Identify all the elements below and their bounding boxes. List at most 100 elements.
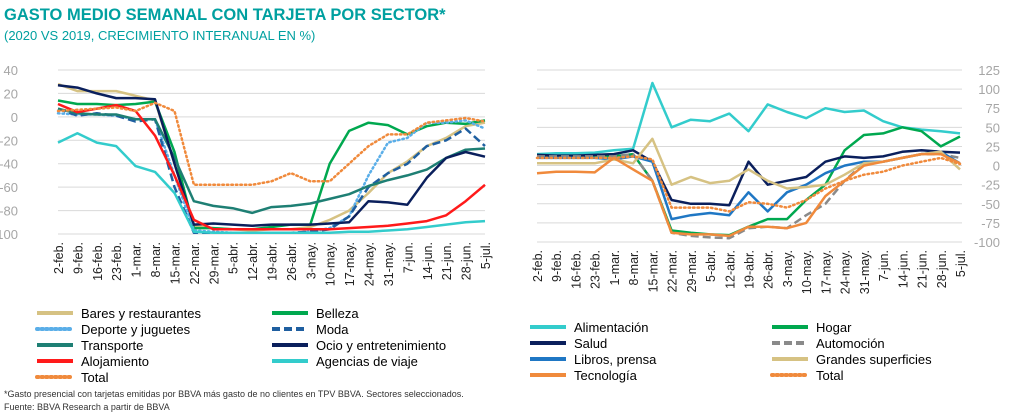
legend-item: Transporte	[35, 337, 143, 353]
series-line-alimentaci-n	[536, 81, 961, 156]
legend-item: Agencias de viaje	[270, 353, 418, 369]
legend-swatch	[272, 343, 308, 347]
x-tick-label: 15-mar.	[646, 250, 660, 292]
legend-item: Automoción	[770, 335, 885, 351]
x-tick-label: 14-jun.	[896, 250, 910, 288]
y-tick-label: 0	[11, 110, 18, 125]
footnote: *Gasto presencial con tarjetas emitidas …	[4, 389, 464, 399]
chart-subtitle: (2020 VS 2019, CRECIMIENTO INTERANUAL EN…	[4, 28, 316, 43]
y-tick-label: -20	[0, 133, 18, 148]
y-tick-label: -75	[981, 216, 1000, 231]
x-tick-label: 17-may.	[819, 250, 833, 294]
legend-swatch	[530, 325, 566, 329]
legend-label: Ocio y entretenimiento	[316, 337, 447, 353]
y-tick-label: -80	[0, 204, 18, 219]
series-line-salud	[536, 149, 961, 207]
legend-swatch	[772, 341, 808, 345]
series-line-deporte-y-juguetes	[56, 112, 487, 235]
y-tick-label: 125	[978, 63, 1000, 78]
legend-label: Bares y restaurantes	[81, 305, 201, 321]
x-tick-label: 16-feb.	[91, 242, 105, 281]
x-tick-label: 3-may.	[304, 242, 318, 279]
x-tick-label: 9-feb.	[550, 250, 564, 282]
x-tick-label: 8-mar.	[627, 250, 641, 285]
legend-swatch	[35, 375, 75, 379]
x-tick-label: 12-abr.	[246, 242, 260, 281]
x-tick-label: 19-abr.	[743, 250, 757, 289]
legend-label: Alimentación	[574, 319, 649, 335]
legend-label: Automoción	[816, 335, 885, 351]
series-line-agencias-de-viaje	[57, 132, 486, 235]
x-tick-label: 9-feb.	[71, 242, 85, 274]
x-tick-label: 10-may.	[324, 242, 338, 286]
legend-swatch	[35, 327, 75, 331]
legend-swatch	[530, 341, 566, 345]
legend-swatch	[770, 373, 810, 377]
series-line-hogar	[537, 126, 961, 237]
series-line-belleza	[57, 99, 486, 231]
x-tick-label: 8-mar.	[149, 242, 163, 277]
x-tick-label: 1-mar.	[130, 242, 144, 277]
x-tick-label: 5-jul.	[954, 250, 968, 277]
x-tick-label: 16-feb.	[569, 250, 583, 289]
legend-label: Salud	[574, 335, 608, 351]
y-tick-label: 0	[993, 159, 1000, 174]
legend-label: Libros, prensa	[574, 351, 657, 367]
legend-item: Total	[35, 369, 108, 385]
legend-item: Grandes superficies	[770, 351, 932, 367]
x-tick-label: 21-jun.	[916, 250, 930, 288]
series-line-tecnolog-a	[536, 152, 961, 238]
x-tick-label: 26-abr.	[285, 242, 299, 281]
x-tick-label: 24-may.	[839, 250, 853, 294]
x-tick-label: 1-mar.	[608, 250, 622, 285]
x-tick-label: 28-jun.	[935, 250, 949, 288]
legend-swatch	[530, 357, 566, 361]
y-tick-label: -50	[981, 197, 1000, 212]
x-tick-label: 23-feb.	[110, 242, 124, 281]
x-tick-label: 7-jun.	[401, 242, 415, 273]
y-tick-label: -40	[0, 157, 18, 172]
x-tick-label: 10-may.	[800, 250, 814, 294]
legend-item: Salud	[528, 335, 607, 351]
x-tick-label: 22-mar.	[666, 250, 680, 292]
legend-swatch	[530, 373, 566, 377]
legend-label: Agencias de viaje	[316, 353, 418, 369]
x-tick-label: 31-may.	[858, 250, 872, 294]
legend-item: Deporte y juguetes	[35, 321, 190, 337]
legend-label: Moda	[316, 321, 349, 337]
legend-swatch	[272, 311, 308, 315]
legend-item: Tecnología	[528, 367, 637, 383]
x-tick-label: 5-abr.	[227, 242, 241, 274]
legend-item: Ocio y entretenimiento	[270, 337, 446, 353]
x-tick-label: 29-mar.	[207, 242, 221, 284]
series-line-automoci-n	[537, 152, 961, 240]
x-tick-label: 23-feb.	[589, 250, 603, 289]
legend-label: Grandes superficies	[816, 351, 932, 367]
legend-item: Alojamiento	[35, 353, 149, 369]
y-tick-label: 50	[986, 120, 1000, 135]
x-tick-label: 22-mar.	[188, 242, 202, 284]
legend-label: Tecnología	[574, 367, 637, 383]
x-tick-label: 5-abr.	[704, 250, 718, 282]
legend-item: Alimentación	[528, 319, 648, 335]
legend-label: Transporte	[81, 337, 144, 353]
legend-label: Total	[81, 369, 109, 385]
y-tick-label: 75	[986, 101, 1000, 116]
x-tick-label: 2-feb.	[52, 242, 66, 274]
y-tick-label: -25	[981, 178, 1000, 193]
legend-swatch	[272, 327, 308, 331]
y-tick-label: 40	[4, 63, 18, 78]
legend-swatch	[37, 343, 73, 347]
y-tick-label: 100	[978, 82, 1000, 97]
legend-label: Alojamiento	[81, 353, 149, 369]
legend-item: Total	[770, 367, 843, 383]
legend-label: Hogar	[816, 319, 852, 335]
series-line-moda	[57, 107, 486, 235]
x-tick-label: 19-abr.	[266, 242, 280, 281]
x-tick-label: 26-abr.	[762, 250, 776, 289]
series-line-total	[535, 155, 962, 213]
x-tick-label: 21-jun.	[440, 242, 454, 280]
legend-swatch	[37, 359, 73, 363]
x-tick-label: 29-mar.	[685, 250, 699, 292]
